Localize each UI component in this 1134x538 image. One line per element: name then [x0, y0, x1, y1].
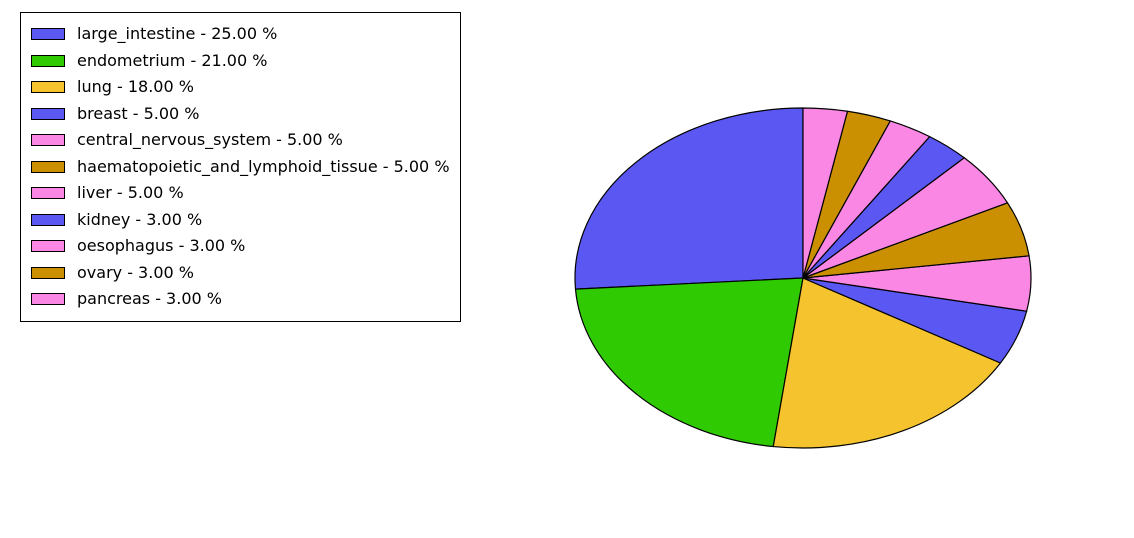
legend-swatch-breast [31, 108, 65, 120]
legend-label: liver - 5.00 % [77, 185, 184, 201]
legend-swatch-large_intestine [31, 28, 65, 40]
legend-item-liver: liver - 5.00 % [31, 180, 450, 207]
legend-label: haematopoietic_and_lymphoid_tissue - 5.0… [77, 159, 450, 175]
legend-label: central_nervous_system - 5.00 % [77, 132, 343, 148]
legend-label: kidney - 3.00 % [77, 212, 202, 228]
legend-swatch-ovary [31, 267, 65, 279]
legend-label: endometrium - 21.00 % [77, 53, 267, 69]
legend-item-central_nervous_system: central_nervous_system - 5.00 % [31, 127, 450, 154]
legend-item-oesophagus: oesophagus - 3.00 % [31, 233, 450, 260]
legend-label: oesophagus - 3.00 % [77, 238, 245, 254]
legend-swatch-oesophagus [31, 240, 65, 252]
legend-item-pancreas: pancreas - 3.00 % [31, 286, 450, 313]
pie-slice-large_intestine [575, 108, 803, 289]
legend-item-breast: breast - 5.00 % [31, 101, 450, 128]
legend-item-haematopoietic_and_lymphoid_tissue: haematopoietic_and_lymphoid_tissue - 5.0… [31, 154, 450, 181]
legend-label: breast - 5.00 % [77, 106, 200, 122]
legend-swatch-endometrium [31, 55, 65, 67]
legend-label: ovary - 3.00 % [77, 265, 194, 281]
legend-item-ovary: ovary - 3.00 % [31, 260, 450, 287]
legend-item-lung: lung - 18.00 % [31, 74, 450, 101]
legend-swatch-kidney [31, 214, 65, 226]
legend-label: pancreas - 3.00 % [77, 291, 222, 307]
legend-item-endometrium: endometrium - 21.00 % [31, 48, 450, 75]
legend-label: lung - 18.00 % [77, 79, 194, 95]
legend-label: large_intestine - 25.00 % [77, 26, 277, 42]
legend-swatch-haematopoietic_and_lymphoid_tissue [31, 161, 65, 173]
legend-swatch-lung [31, 81, 65, 93]
pie-slice-endometrium [575, 278, 803, 447]
legend-item-large_intestine: large_intestine - 25.00 % [31, 21, 450, 48]
legend-swatch-liver [31, 187, 65, 199]
legend-item-kidney: kidney - 3.00 % [31, 207, 450, 234]
legend-swatch-central_nervous_system [31, 134, 65, 146]
legend: large_intestine - 25.00 % endometrium - 2… [20, 12, 461, 322]
legend-swatch-pancreas [31, 293, 65, 305]
figure-canvas: large_intestine - 25.00 % endometrium - 2… [0, 0, 1134, 538]
